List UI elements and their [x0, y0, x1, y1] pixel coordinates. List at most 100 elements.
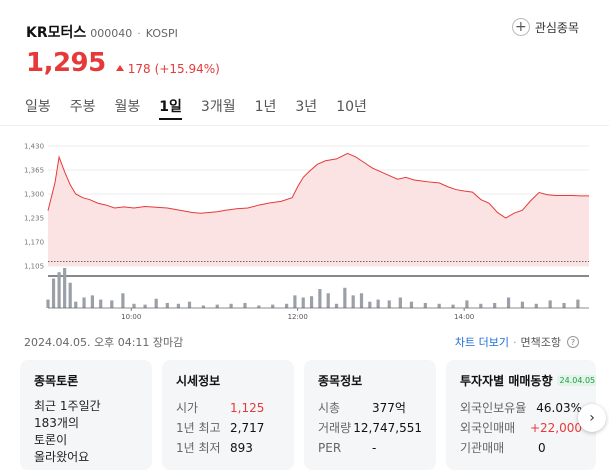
- y-tick-label: 1,365: [24, 167, 44, 175]
- kv-key: 거래량: [318, 421, 352, 435]
- volume-bar: [110, 300, 114, 308]
- y-tick-label: 1,105: [24, 263, 44, 271]
- volume-bar: [493, 302, 497, 308]
- card-title: 시세정보: [176, 374, 221, 388]
- tab-3[interactable]: 1일: [159, 96, 182, 120]
- price-chart-svg: 1,430 1,365 1,300 1,235 1,170 1,105 10:00 12:00…: [24, 143, 589, 321]
- discussion-line: 최근 1주일간: [34, 399, 101, 413]
- volume-bar: [90, 295, 94, 308]
- kv-value: 1,125: [230, 401, 265, 415]
- stock-header: KR모터스 000040 · KOSPI + 관심종목 1,295 178 (+…: [26, 18, 579, 82]
- kv-row: 시총 377억: [318, 398, 422, 418]
- next-cards-button[interactable]: ›: [578, 404, 606, 432]
- volume-bar: [562, 302, 566, 308]
- discussion-card[interactable]: 종목토론 최근 1주일간 183개의 토론이 올라왔어요: [20, 360, 152, 470]
- volume-bar: [520, 301, 525, 308]
- watchlist-label: 관심종목: [534, 20, 579, 35]
- kv-key: 1년 최저: [176, 441, 221, 455]
- stock-name: KR모터스: [26, 25, 87, 41]
- period-tabs: 일봉 주봉 월봉 1일 3개월 1년 3년 10년: [25, 96, 386, 120]
- status-row: 2024.04.05. 오후 04:11 장마감 차트 더보기 · 면책조항 ?: [24, 334, 579, 350]
- volume-bar: [326, 293, 330, 308]
- price-row: 1,295 178 (+15.94%): [26, 48, 579, 78]
- market-info-card[interactable]: 시세정보 시가 1,125 1년 최고 2,717 1년 최저 893: [162, 360, 294, 470]
- kv-value: +22,000: [529, 421, 582, 435]
- chart-links: 차트 더보기 · 면책조항 ?: [455, 334, 579, 350]
- volume-bar: [257, 305, 261, 308]
- kv-row: 1년 최저 893: [176, 438, 280, 458]
- up-arrow-icon: [115, 65, 124, 71]
- volume-bar: [334, 303, 339, 308]
- volume-bar: [465, 300, 469, 308]
- volume-bar: [284, 303, 289, 308]
- kv-key: PER: [318, 441, 342, 455]
- volume-bar: [301, 297, 305, 308]
- plus-icon: +: [511, 18, 530, 36]
- volume-bar: [479, 303, 483, 308]
- tab-6[interactable]: 3년: [295, 99, 318, 115]
- volume-bar: [271, 304, 275, 308]
- kv-key: 시총: [318, 401, 341, 415]
- kv-row: 시가 1,125: [176, 398, 280, 418]
- volume-bar: [576, 299, 580, 308]
- market-status: 2024.04.05. 오후 04:11 장마감: [24, 336, 184, 349]
- kv-value: 893: [230, 441, 253, 455]
- kv-row: 기관매매 0: [460, 438, 582, 458]
- volume-bar: [437, 303, 441, 308]
- kv-row: PER -: [318, 438, 422, 458]
- tab-4[interactable]: 3개월: [200, 99, 236, 115]
- kv-key: 외국인매매: [460, 421, 516, 435]
- change-amount: 178: [127, 62, 151, 76]
- volume-bar: [132, 303, 136, 308]
- price-change: 178 (+15.94%): [115, 62, 220, 76]
- investor-trend-card[interactable]: 투자자별 매매동향 24.04.05 외국인보유율 46.03% 외국인매매 +…: [446, 360, 596, 470]
- tab-1[interactable]: 주봉: [69, 99, 96, 115]
- y-tick-label: 1,430: [24, 143, 44, 151]
- title-row: KR모터스 000040 · KOSPI: [26, 22, 579, 42]
- kv-row: 1년 최고 2,717: [176, 418, 280, 438]
- discussion-line: 토론이: [34, 433, 68, 447]
- volume-bar: [99, 299, 103, 308]
- volume-bar: [351, 295, 355, 308]
- info-icon[interactable]: ?: [567, 336, 579, 348]
- kv-row: 거래량 12,747,551: [318, 418, 422, 438]
- intraday-chart[interactable]: 1,430 1,365 1,300 1,235 1,170 1,105 10:00 12:00…: [0, 130, 609, 325]
- divider: [0, 125, 609, 126]
- volume-bar: [154, 298, 158, 308]
- tab-2[interactable]: 월봉: [114, 99, 141, 115]
- card-title: 종목정보: [318, 374, 363, 388]
- volume-bar: [74, 301, 78, 308]
- volume-bar: [534, 303, 538, 308]
- separator-dot: ·: [137, 27, 141, 40]
- current-price: 1,295: [26, 48, 106, 78]
- card-title: 종목토론: [34, 374, 79, 388]
- volume-bar: [63, 268, 67, 308]
- kv-key: 기관매매: [460, 441, 505, 455]
- volume-bar: [46, 299, 50, 308]
- stock-info-card[interactable]: 종목정보 시총 377억 거래량 12,747,551 PER -: [304, 360, 436, 470]
- x-tick-label: 10:00: [121, 313, 141, 321]
- change-percent: (+15.94%): [154, 62, 220, 76]
- tab-5[interactable]: 1년: [254, 99, 277, 115]
- volume-bar: [143, 304, 147, 308]
- kv-value: 377억: [372, 401, 406, 415]
- volume-bar: [229, 303, 233, 308]
- volume-bar: [548, 300, 552, 308]
- volume-bar: [376, 299, 380, 308]
- date-badge: 24.04.05: [556, 375, 596, 386]
- tab-0[interactable]: 일봉: [25, 99, 51, 115]
- tab-7[interactable]: 10년: [336, 99, 367, 115]
- chart-more-link[interactable]: 차트 더보기: [454, 336, 510, 349]
- volume-bar: [165, 302, 169, 308]
- volume-bar: [506, 297, 511, 308]
- y-tick-label: 1,300: [24, 191, 44, 199]
- volume-bar: [318, 289, 322, 308]
- x-tick-label: 12:00: [288, 313, 308, 321]
- volume-bar: [309, 296, 314, 308]
- add-watchlist-button[interactable]: + 관심종목: [511, 18, 579, 36]
- card-title: 투자자별 매매동향 24.04.05: [460, 372, 596, 389]
- volume-bar: [243, 302, 247, 308]
- disclaimer-link[interactable]: 면책조항: [520, 336, 561, 349]
- volume-bar: [368, 301, 372, 308]
- discussion-text: 최근 1주일간 183개의 토론이 올라왔어요: [34, 398, 138, 466]
